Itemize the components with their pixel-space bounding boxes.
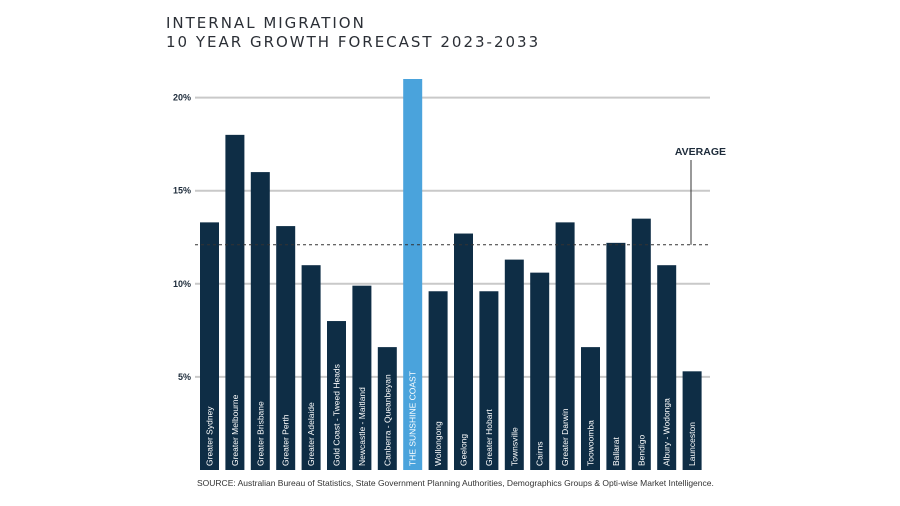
bar [606, 242, 626, 470]
bar [301, 265, 321, 470]
x-category-label: Wollongong [433, 421, 443, 466]
y-tick-label: 10% [173, 279, 191, 289]
bar [682, 371, 702, 470]
bar [631, 218, 651, 470]
y-tick-label: 15% [173, 186, 191, 196]
bar [428, 291, 448, 470]
bar-highlight [403, 79, 423, 470]
bar [555, 222, 575, 470]
x-category-label: Greater Sydney [205, 406, 215, 466]
x-category-label: Toowoomba [586, 420, 596, 466]
x-category-label: Greater Hobart [484, 409, 494, 466]
bar [504, 259, 524, 470]
x-category-label: Greater Darwin [560, 408, 570, 466]
x-category-label: Townsville [509, 427, 519, 466]
y-tick-label: 5% [178, 372, 191, 382]
bar [327, 321, 346, 470]
bar [250, 172, 270, 470]
bar [657, 265, 677, 470]
bar [479, 291, 499, 470]
bar [225, 134, 245, 470]
source-note: SOURCE: Australian Bureau of Statistics,… [197, 478, 714, 488]
x-category-label: Cairns [535, 441, 545, 466]
x-category-label: Launceston [687, 422, 697, 466]
x-category-label: Canberra - Queanbeyan [382, 374, 392, 466]
y-tick-label: 20% [173, 93, 191, 103]
bar [581, 347, 600, 470]
x-category-label: Geelong [459, 434, 469, 466]
x-category-label: Albury - Wodonga [662, 398, 672, 466]
average-label: AVERAGE [675, 146, 726, 158]
x-category-label: Gold Coast - Tweed Heads [332, 364, 342, 466]
x-category-label: Bendigo [636, 435, 646, 466]
x-category-label: THE SUNSHINE COAST [408, 371, 418, 466]
x-category-label: Ballarat [611, 437, 621, 466]
x-category-label: Greater Brisbane [255, 401, 265, 466]
bar [454, 233, 473, 470]
bar [276, 226, 296, 470]
x-category-label: Greater Perth [281, 414, 291, 466]
bar [352, 285, 372, 470]
bar [200, 222, 219, 470]
chart-title: INTERNAL MIGRATION 10 YEAR GROWTH FORECA… [166, 14, 540, 52]
chart-title-line-2: 10 YEAR GROWTH FORECAST 2023-2033 [166, 33, 541, 51]
bar [530, 272, 550, 470]
x-category-label: Newcastle - Maitland [357, 387, 367, 466]
bar [377, 347, 397, 470]
x-category-label: Greater Adelaide [306, 402, 316, 466]
x-category-label: Greater Melbourne [230, 394, 240, 466]
chart-title-line-1: INTERNAL MIGRATION [166, 14, 366, 32]
